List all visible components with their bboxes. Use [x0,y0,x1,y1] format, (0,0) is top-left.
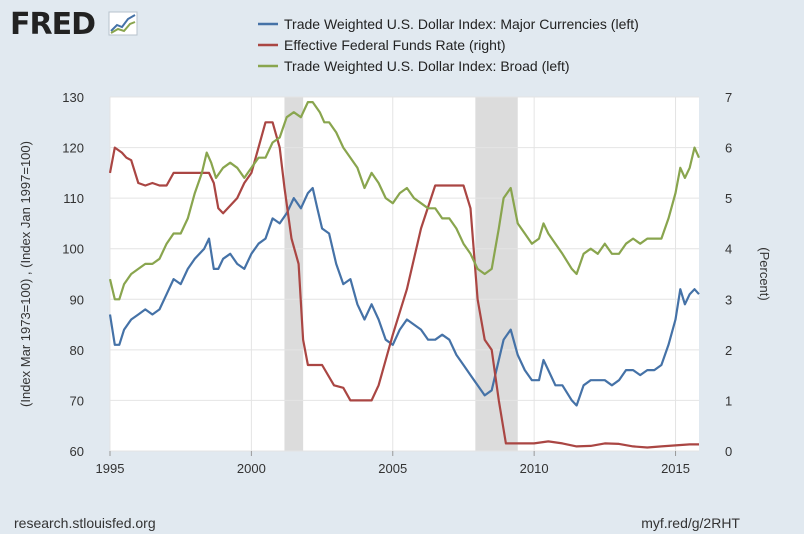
y-left-tick-label-3: 90 [70,292,84,307]
y-left-tick-label-0: 60 [70,444,84,459]
legend-item-fedfunds[interactable]: Effective Federal Funds Rate (right) [258,37,506,53]
x-tick-label-3: 2010 [520,461,549,476]
y-right-tick-label-0: 0 [725,444,732,459]
legend-label-fedfunds: Effective Federal Funds Rate (right) [284,37,506,53]
series-line-fedfunds[interactable] [108,121,699,449]
fred-logo[interactable]: FRED [10,7,138,42]
legend-item-major[interactable]: Trade Weighted U.S. Dollar Index: Major … [258,16,639,32]
source-link[interactable]: research.stlouisfed.org [14,515,156,531]
series-line-broad[interactable] [108,100,701,301]
y-right-tick-label-7: 7 [725,90,732,105]
fred-logo-icon [108,11,138,36]
fred-logo-text: FRED [10,7,95,42]
x-tick-label-2: 2005 [378,461,407,476]
recession-band-0 [284,97,304,451]
y-left-axis-title: (Index Mar 1973=100) , (Index Jan 1997=1… [18,141,33,407]
y-right-tick-label-5: 5 [725,191,732,206]
series-lines [108,100,701,449]
y-left-tick-label-2: 80 [70,343,84,358]
y-left-tick-label-7: 130 [62,90,84,105]
y-left-tick-label-6: 120 [62,141,84,156]
legend-label-broad: Trade Weighted U.S. Dollar Index: Broad … [284,58,570,74]
y-right-tick-label-6: 6 [725,141,732,156]
legend: Trade Weighted U.S. Dollar Index: Major … [258,16,639,74]
y-left-tick-label-4: 100 [62,242,84,257]
y-right-tick-label-2: 2 [725,343,732,358]
y-right-tick-label-1: 1 [725,393,732,408]
y-right-tick-label-3: 3 [725,292,732,307]
x-tick-label-1: 2000 [237,461,266,476]
series-line-major[interactable] [108,186,700,407]
recession-band-1 [475,97,518,451]
x-tick-label-4: 2015 [661,461,690,476]
x-tick-label-0: 1995 [96,461,125,476]
y-right-axis-ticks: 0 1 2 3 4 5 6 7 [725,90,732,459]
y-left-tick-label-5: 110 [63,191,84,206]
y-left-axis-ticks: 60 70 80 90 100 110 120 130 [62,90,84,459]
legend-item-broad[interactable]: Trade Weighted U.S. Dollar Index: Broad … [258,58,570,74]
y-left-tick-label-1: 70 [70,393,84,408]
short-url-link[interactable]: myf.red/g/2RHT [641,515,740,531]
legend-label-major: Trade Weighted U.S. Dollar Index: Major … [284,16,639,32]
plot-area [110,97,699,451]
y-right-tick-label-4: 4 [725,242,732,257]
y-right-axis-title: (Percent) [757,247,772,300]
gridlines [109,96,699,452]
x-axis-ticks: 1995 2000 2005 2010 2015 [96,451,690,476]
